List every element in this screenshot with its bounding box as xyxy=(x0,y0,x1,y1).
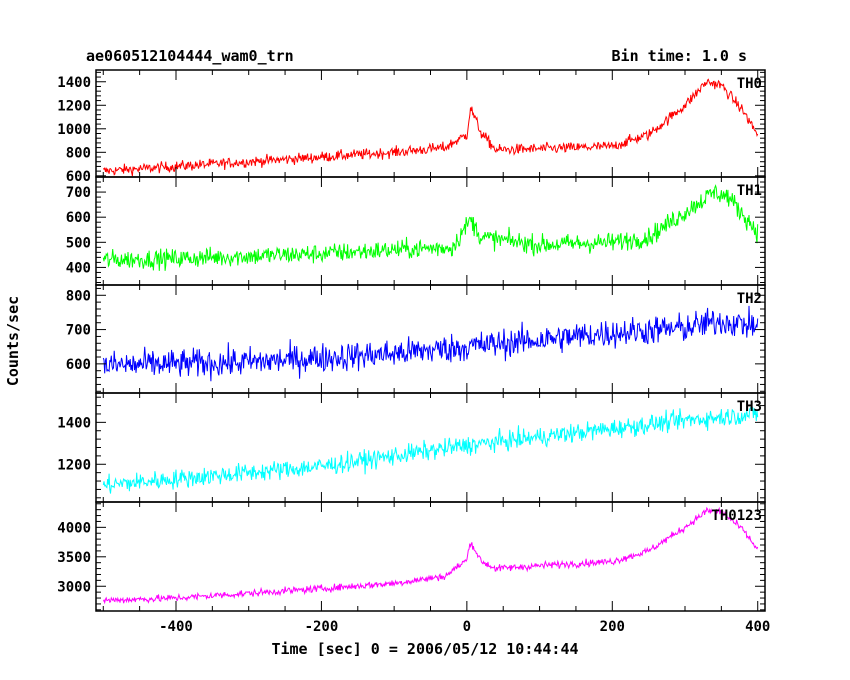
x-tick-label: 0 xyxy=(463,619,471,635)
y-tick-label: 1200 xyxy=(57,457,91,473)
y-tick-label: 500 xyxy=(66,235,91,251)
panel-frame xyxy=(95,176,766,286)
x-tick-label: -200 xyxy=(305,619,339,635)
y-tick-label: 3000 xyxy=(57,579,91,595)
y-tick-label: 1400 xyxy=(57,75,91,91)
panel-th1: 400 500 600 700 TH1 xyxy=(66,176,766,286)
y-tick-label: 600 xyxy=(66,169,91,185)
y-tick-label: 400 xyxy=(66,260,91,276)
chart-subtitle: Bin time: 1.0 s xyxy=(612,47,747,65)
series-line-th0 xyxy=(102,78,759,177)
series-line-th3 xyxy=(102,406,759,494)
panel-label-th0: TH0 xyxy=(737,76,762,92)
series-line-th1 xyxy=(102,184,759,271)
y-tick-label: 1400 xyxy=(57,415,91,431)
panel-frame xyxy=(95,284,766,394)
panel-label-th3: TH3 xyxy=(737,399,762,415)
y-tick-label: 700 xyxy=(66,323,91,339)
panel-label-th1: TH1 xyxy=(737,183,762,199)
y-tick-label: 1200 xyxy=(57,98,91,114)
panel-label-th0123: TH0123 xyxy=(711,508,762,524)
y-tick-label: 4000 xyxy=(57,520,91,536)
y-tick-label: 600 xyxy=(66,357,91,373)
chart-title: ae060512104444_wam0_trn xyxy=(86,47,294,65)
x-tick-label: 200 xyxy=(600,619,625,635)
x-tick-label: 400 xyxy=(745,619,770,635)
y-tick-label: 600 xyxy=(66,210,91,226)
y-tick-label: 1000 xyxy=(57,122,91,138)
x-tick-label: -400 xyxy=(159,619,193,635)
y-tick-label: 800 xyxy=(66,145,91,161)
x-axis-ticks: -400 -200 0 200 400 xyxy=(159,619,770,635)
panel-label-th2: TH2 xyxy=(737,291,762,307)
series-line-th0123 xyxy=(102,506,759,605)
panel-th0: 600 800 1000 1200 1400 TH0 xyxy=(57,69,766,185)
x-axis-label: Time [sec] 0 = 2006/05/12 10:44:44 xyxy=(271,640,578,658)
panel-th3: 1200 1400 TH3 xyxy=(57,392,766,503)
y-tick-label: 700 xyxy=(66,185,91,201)
y-tick-label: 3500 xyxy=(57,550,91,566)
y-axis-label: Counts/sec xyxy=(4,296,22,386)
panel-th0123: 3000 3500 4000 TH0123 xyxy=(57,501,766,612)
series-line-th2 xyxy=(102,305,759,382)
panel-frame xyxy=(95,501,766,612)
y-tick-label: 800 xyxy=(66,288,91,304)
panel-th2: 600 700 800 TH2 xyxy=(66,284,766,394)
